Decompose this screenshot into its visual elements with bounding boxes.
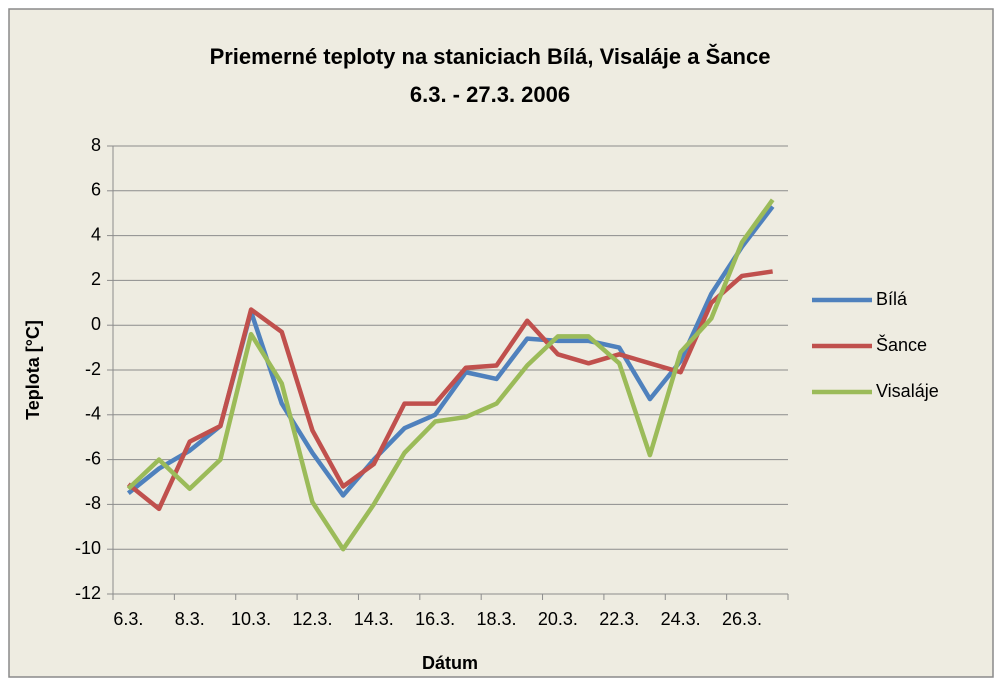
x-tick-label: 20.3.	[538, 609, 578, 629]
legend-label: Šance	[876, 334, 927, 355]
legend-label: Bílá	[876, 289, 908, 309]
x-tick-label: 8.3.	[175, 609, 205, 629]
y-tick-label: 2	[91, 269, 101, 289]
chart-frame	[8, 8, 994, 678]
chart-title: Priemerné teploty na staniciach Bílá, Vi…	[210, 44, 771, 69]
x-tick-label: 18.3.	[476, 609, 516, 629]
series-line	[126, 269, 773, 512]
x-tick-label: 26.3.	[722, 609, 762, 629]
x-tick-label: 22.3.	[599, 609, 639, 629]
series-line	[126, 198, 775, 552]
x-tick-label: 6.3.	[113, 609, 143, 629]
x-tick-label: 12.3.	[292, 609, 332, 629]
y-tick-label: -4	[85, 404, 101, 424]
legend-label: Visaláje	[876, 381, 939, 401]
chart-title: 6.3. - 27.3. 2006	[410, 82, 570, 107]
y-tick-label: -6	[85, 448, 101, 468]
x-tick-label: 14.3.	[354, 609, 394, 629]
y-tick-label: -2	[85, 359, 101, 379]
x-tick-label: 16.3.	[415, 609, 455, 629]
y-tick-label: 8	[91, 135, 101, 155]
y-tick-label: 6	[91, 180, 101, 200]
x-axis-title: Dátum	[422, 653, 478, 673]
y-tick-label: -8	[85, 493, 101, 513]
y-tick-label: 4	[91, 224, 101, 244]
y-axis-title: Teplota [°C]	[23, 320, 43, 420]
y-tick-label: 0	[91, 314, 101, 334]
y-tick-label: -10	[75, 538, 101, 558]
y-tick-label: -12	[75, 583, 101, 603]
x-tick-label: 24.3.	[661, 609, 701, 629]
x-tick-label: 10.3.	[231, 609, 271, 629]
